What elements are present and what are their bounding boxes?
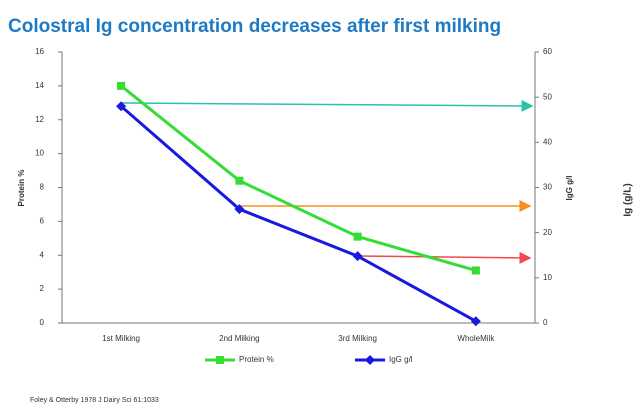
marker [353, 232, 362, 241]
y-tick-label: 2 [40, 284, 45, 293]
y-tick-label: 4 [40, 250, 45, 259]
annotation: Ig (g/L) [623, 183, 634, 216]
y-tick-label: 6 [40, 216, 45, 225]
legend-marker [216, 356, 224, 364]
y2-tick-label: 0 [543, 318, 548, 327]
y-tick-label: 0 [40, 318, 45, 327]
legend-label: Protein % [239, 355, 274, 364]
marker [235, 176, 244, 185]
y2-axis-label: IgG g/l [565, 176, 574, 201]
source: Foley & Otterby 1978 J Dairy Sci 61:1033 [30, 397, 159, 404]
y-tick-label: 8 [40, 183, 45, 192]
y2-tick-label: 30 [543, 183, 552, 192]
legend-label: IgG g/l [389, 355, 413, 364]
chart-title: Colostral Ig concentration decreases aft… [8, 16, 502, 37]
y2-tick-label: 10 [543, 273, 552, 282]
series-line [120, 105, 477, 323]
arrow [120, 99, 534, 112]
y-tick-label: 12 [35, 115, 44, 124]
marker [352, 251, 363, 262]
x-tick-label: 1st Milking [102, 334, 140, 343]
y-axis-label: Protein % [17, 170, 26, 207]
y-tick-label: 14 [35, 81, 44, 90]
marker [471, 266, 480, 275]
marker [116, 101, 127, 112]
y-tick-label: 10 [35, 149, 44, 158]
marker [117, 81, 126, 90]
y2-tick-label: 60 [543, 47, 552, 56]
arrow [356, 251, 532, 264]
x-tick-label: 3rd Milking [338, 334, 377, 343]
y2-tick-label: 50 [543, 92, 552, 101]
x-tick-label: WholeMilk [457, 334, 495, 343]
y2-tick-label: 20 [543, 228, 552, 237]
legend-marker [365, 355, 375, 365]
series-line [120, 84, 477, 272]
marker [234, 204, 245, 215]
marker [470, 316, 481, 327]
y-tick-label: 16 [35, 47, 44, 56]
y2-tick-label: 40 [543, 137, 552, 146]
x-tick-label: 2nd Milking [219, 334, 259, 343]
